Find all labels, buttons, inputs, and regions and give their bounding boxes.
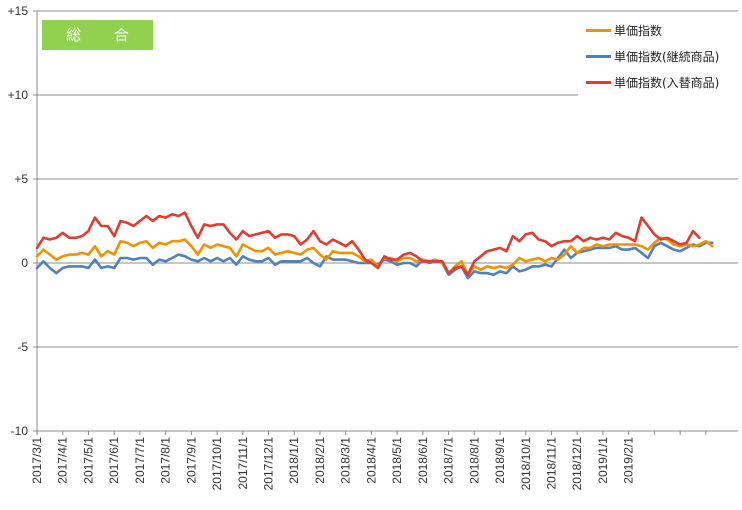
x-tick-label-7: 2017/10/1: [210, 437, 224, 491]
legend-label-replaced: 単価指数(入替商品): [614, 76, 720, 90]
y-tick-label-2: 0: [21, 256, 28, 270]
series-unit-price-line: [35, 236, 714, 277]
legend-swatch-replaced: [586, 81, 611, 84]
x-tick-label-17: 2018/8/1: [467, 437, 481, 484]
x-tick-label-13: 2018/4/1: [364, 437, 378, 484]
series-lines: [35, 211, 714, 280]
series-replaced-line: [35, 211, 701, 277]
series-continuing-line: [35, 241, 714, 280]
x-tick-label-23: 2019/2/1: [622, 437, 636, 484]
x-tick-label-4: 2017/7/1: [133, 437, 147, 484]
legend: 単価指数 単価指数(継続商品) 単価指数(入替商品): [578, 20, 742, 100]
x-tick-labels: 2017/3/1 2017/4/1 2017/5/1 2017/6/1 2017/7/1…: [30, 437, 636, 491]
legend-item-continuing: 単価指数(継続商品): [586, 48, 719, 64]
x-tick-label-16: 2018/7/1: [442, 437, 456, 484]
x-tick-label-0: 2017/3/1: [30, 437, 44, 484]
x-tick-label-6: 2017/9/1: [184, 437, 198, 484]
x-tick-label-2: 2017/5/1: [81, 437, 95, 484]
legend-swatch-continuing: [586, 55, 611, 58]
x-tick-label-5: 2017/8/1: [159, 437, 173, 484]
x-tick-label-12: 2018/3/1: [339, 437, 353, 484]
legend-item-unit-price: 単価指数: [586, 22, 662, 38]
y-tick-labels: -10 -5 0 +5 +10 +15: [8, 4, 29, 438]
category-badge: 総 合: [42, 20, 153, 50]
x-tick-label-8: 2017/11/1: [236, 437, 250, 490]
x-tick-label-1: 2017/4/1: [56, 437, 70, 484]
x-tick-label-18: 2018/9/1: [493, 437, 507, 484]
y-tick-label-0: -10: [11, 424, 29, 438]
legend-label-continuing: 単価指数(継続商品): [614, 50, 720, 64]
x-tick-label-3: 2017/6/1: [107, 437, 121, 484]
x-tick-label-11: 2018/2/1: [313, 437, 327, 484]
x-tick-label-22: 2019/1/1: [596, 437, 610, 484]
y-tick-label-5: +15: [8, 4, 29, 18]
y-tick-label-4: +10: [8, 88, 29, 102]
x-tick-label-9: 2017/12/1: [262, 437, 276, 491]
x-tick-label-15: 2018/6/1: [416, 437, 430, 484]
y-tick-label-3: +5: [14, 172, 28, 186]
x-tick-label-19: 2018/10/1: [519, 437, 533, 491]
x-tick-label-20: 2018/11/1: [544, 437, 558, 490]
x-tick-label-14: 2018/5/1: [390, 437, 404, 484]
legend-label-unit-price: 単価指数: [614, 24, 663, 38]
x-tick-label-10: 2018/1/1: [287, 437, 301, 484]
legend-swatch-unit-price: [586, 29, 611, 32]
legend-item-replaced: 単価指数(入替商品): [586, 74, 719, 90]
x-tick-label-21: 2018/12/1: [570, 437, 584, 491]
axes: [33, 10, 738, 435]
y-tick-label-1: -5: [17, 340, 28, 354]
